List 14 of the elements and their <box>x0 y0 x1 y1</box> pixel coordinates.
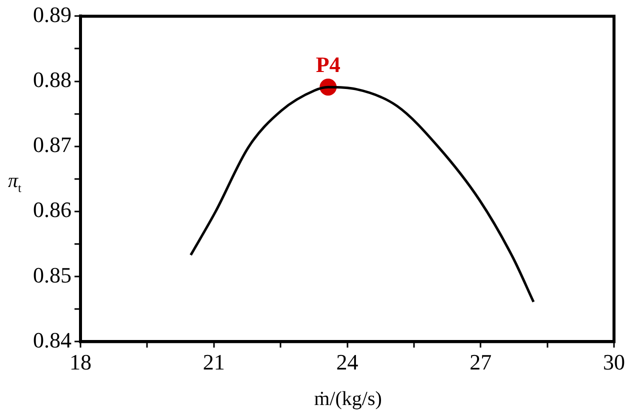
y-tick-label: 0.86 <box>33 197 72 222</box>
x-tick-label: 24 <box>336 350 358 375</box>
y-tick-label: 0.84 <box>33 327 72 352</box>
y-tick-label: 0.85 <box>33 262 72 288</box>
y-tick-label: 0.89 <box>33 2 72 27</box>
x-tick-label: 30 <box>603 350 625 375</box>
x-tick-label: 21 <box>202 350 225 375</box>
x-axis-title: ṁ/(kg/s) <box>313 388 383 411</box>
x-tick-label: 18 <box>70 350 92 375</box>
y-tick-label: 0.87 <box>33 132 72 158</box>
series-label: P4 <box>316 52 340 77</box>
y-tick-label: 0.88 <box>33 67 72 92</box>
y-axis-title: π$_{t}$ <box>8 170 22 196</box>
x-tick-label: 27 <box>470 350 492 375</box>
